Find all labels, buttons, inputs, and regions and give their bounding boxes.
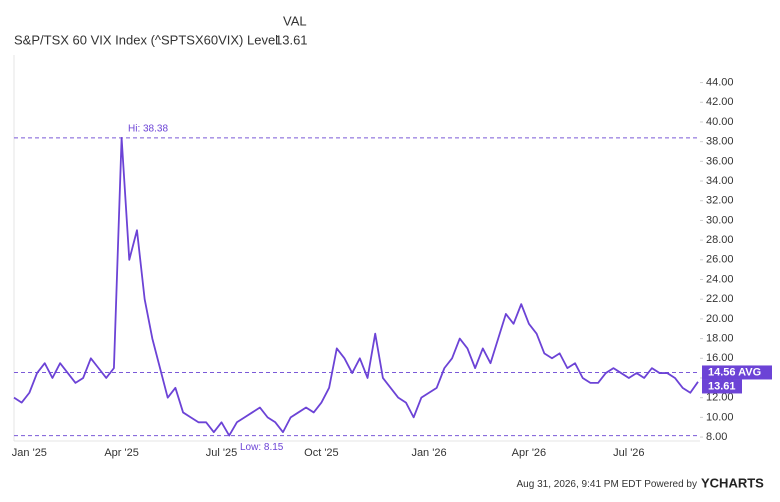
- y-tick-label: 16.00: [706, 352, 734, 364]
- y-tick-label: 10.00: [706, 411, 734, 423]
- y-tick-label: 8.00: [706, 431, 727, 443]
- y-tick-label: 20.00: [706, 313, 734, 325]
- high-label: Hi: 38.38: [128, 124, 168, 135]
- brand[interactable]: YCHARTS: [701, 475, 764, 490]
- y-tick-label: 44.00: [706, 76, 734, 88]
- x-tick-label: Jan '25: [12, 447, 47, 459]
- y-tick-label: 24.00: [706, 273, 734, 285]
- y-tick-label: 30.00: [706, 214, 734, 226]
- average-label: 14.56 AVG: [708, 366, 761, 378]
- y-tick-label: 42.00: [706, 96, 734, 108]
- last-value-box: [702, 379, 742, 394]
- x-tick-label: Jul '26: [613, 447, 644, 459]
- x-tick-label: Oct '25: [304, 447, 339, 459]
- y-tick-label: 32.00: [706, 195, 734, 207]
- x-tick-label: Jul '25: [206, 447, 237, 459]
- x-tick-label: Jan '26: [411, 447, 446, 459]
- low-label: Low: 8.15: [240, 442, 284, 453]
- header-column: VAL: [283, 13, 307, 28]
- header-name: S&P/TSX 60 VIX Index (^SPTSX60VIX) Level: [14, 32, 278, 47]
- powered: Powered by: [644, 479, 697, 490]
- series-line: [13, 137, 699, 437]
- timestamp: Aug 31, 2026, 9:41 PM EDT: [517, 479, 642, 490]
- last-value-label: 13.61: [708, 380, 736, 392]
- y-tick-label: 22.00: [706, 293, 734, 305]
- y-tick-label: 38.00: [706, 136, 734, 148]
- y-tick-label: 12.00: [706, 392, 734, 404]
- y-tick-label: 40.00: [706, 116, 734, 128]
- average-box: [702, 365, 772, 380]
- header-value: 13.61: [275, 32, 308, 47]
- y-tick-label: 34.00: [706, 175, 734, 187]
- y-tick-label: 18.00: [706, 332, 734, 344]
- y-tick-label: 36.00: [706, 155, 734, 167]
- x-tick-label: Apr '25: [104, 447, 139, 459]
- y-tick-label: 26.00: [706, 254, 734, 266]
- y-tick-label: 28.00: [706, 234, 734, 246]
- footer: Aug 31, 2026, 9:41 PM EDT Powered by: [517, 479, 698, 490]
- x-tick-label: Apr '26: [512, 447, 547, 459]
